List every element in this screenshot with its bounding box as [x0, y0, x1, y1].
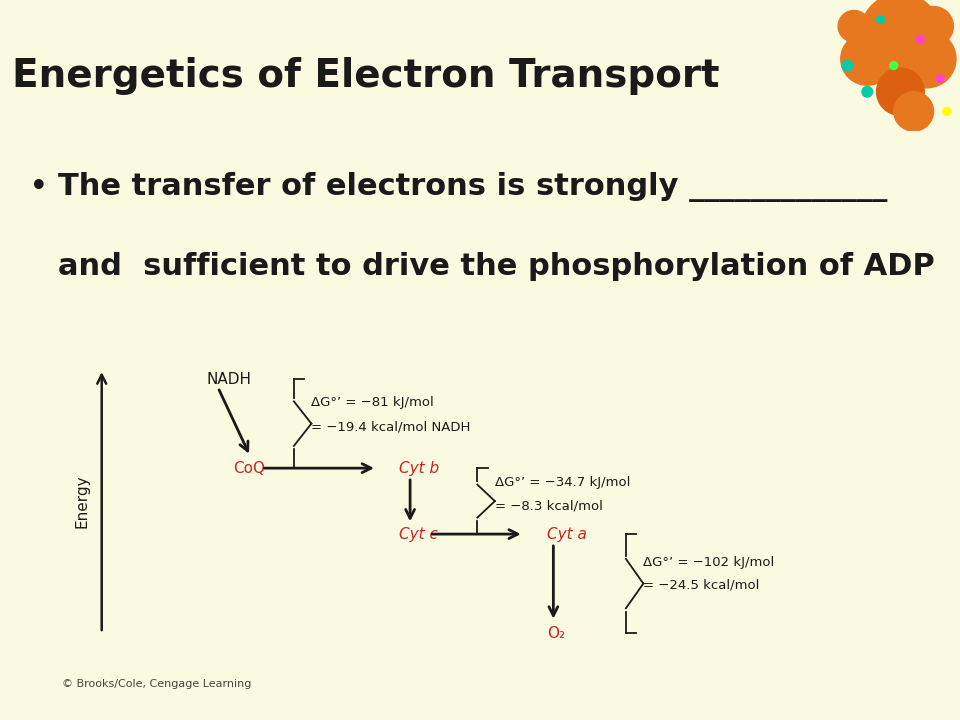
Text: The transfer of electrons is strongly _____________: The transfer of electrons is strongly __… — [58, 173, 887, 202]
Text: CoQ: CoQ — [232, 461, 265, 476]
Circle shape — [890, 62, 898, 69]
Circle shape — [898, 30, 956, 88]
Text: = −19.4 kcal/mol NADH: = −19.4 kcal/mol NADH — [311, 420, 470, 433]
Text: and  sufficient to drive the phosphorylation of ADP: and sufficient to drive the phosphorylat… — [58, 251, 934, 281]
Text: ΔG°’ = −34.7 kJ/mol: ΔG°’ = −34.7 kJ/mol — [494, 477, 630, 490]
Circle shape — [841, 32, 894, 85]
Circle shape — [862, 86, 873, 97]
Text: = −24.5 kcal/mol: = −24.5 kcal/mol — [643, 579, 759, 592]
Text: ΔG°’ = −102 kJ/mol: ΔG°’ = −102 kJ/mol — [643, 556, 775, 569]
Text: ΔG°’ = −81 kJ/mol: ΔG°’ = −81 kJ/mol — [311, 396, 434, 409]
Circle shape — [860, 0, 940, 72]
Text: © Brooks/Cole, Cengage Learning: © Brooks/Cole, Cengage Learning — [62, 679, 252, 689]
Circle shape — [943, 107, 950, 115]
Text: •: • — [29, 171, 48, 204]
Text: NADH: NADH — [206, 372, 252, 387]
Circle shape — [876, 16, 884, 24]
Circle shape — [838, 11, 870, 42]
Text: Cyt b: Cyt b — [398, 461, 439, 476]
Circle shape — [842, 60, 852, 71]
Circle shape — [876, 68, 924, 115]
Circle shape — [894, 91, 933, 131]
Text: Energetics of Electron Transport: Energetics of Electron Transport — [12, 57, 719, 95]
Text: Energy: Energy — [75, 474, 90, 528]
Circle shape — [916, 35, 924, 43]
Text: O₂: O₂ — [547, 626, 565, 641]
Circle shape — [936, 75, 944, 83]
Text: Cyt a: Cyt a — [547, 526, 588, 541]
Text: = −8.3 kcal/mol: = −8.3 kcal/mol — [494, 500, 603, 513]
Text: Cyt c: Cyt c — [398, 526, 438, 541]
Circle shape — [914, 6, 953, 46]
